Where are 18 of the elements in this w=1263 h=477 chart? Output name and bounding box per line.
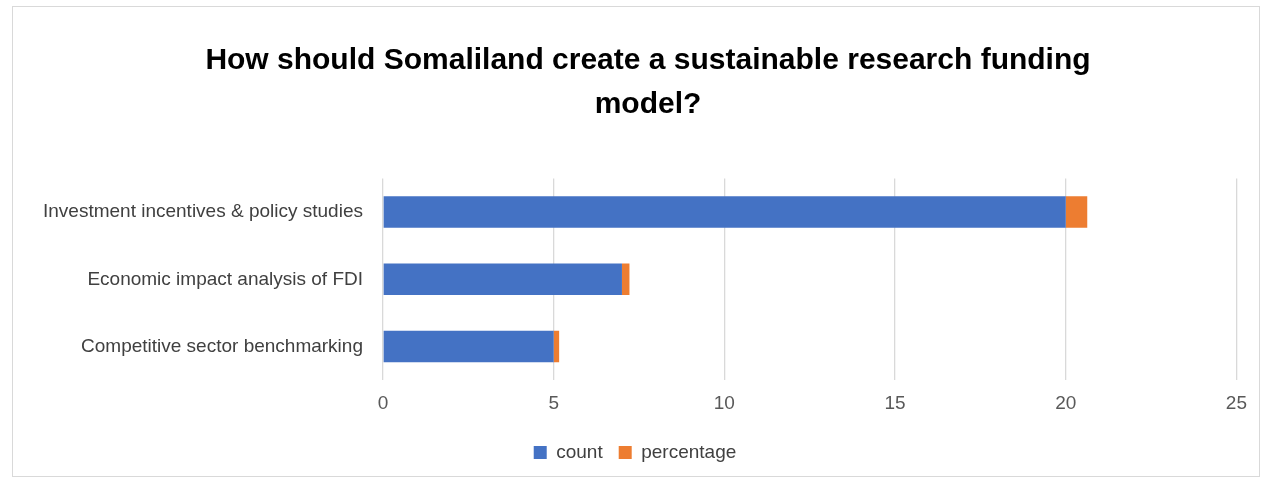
x-tick-label: 5 xyxy=(548,391,559,413)
bar xyxy=(383,330,554,363)
x-tick-label: 0 xyxy=(377,391,389,413)
y-tick-label: Investment incentives & policy studies xyxy=(42,200,363,222)
x-tick-label: 15 xyxy=(884,391,906,413)
bar xyxy=(383,263,622,296)
x-tick-label: 20 xyxy=(1055,391,1077,413)
x-tick-label: 25 xyxy=(1225,391,1247,413)
chart-title: How should Somaliland create a sustainable research funding model? xyxy=(204,41,1092,121)
bar xyxy=(1065,196,1088,228)
bar xyxy=(621,263,630,296)
y-tick-label: Competitive sector benchmarking xyxy=(81,334,363,356)
x-tick-label: 10 xyxy=(713,391,735,413)
legend-label: count xyxy=(556,440,604,462)
bar xyxy=(553,330,560,363)
y-tick-label: Economic impact analysis of FDI xyxy=(87,267,363,289)
bar xyxy=(383,196,1066,228)
legend-label: percentage xyxy=(641,440,737,462)
